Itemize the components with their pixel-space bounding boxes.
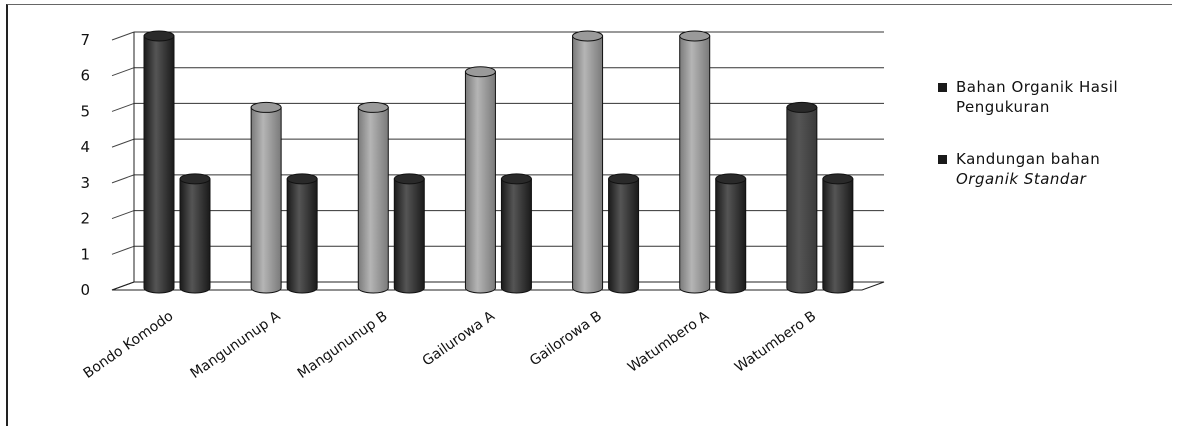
gridline-depth bbox=[111, 245, 135, 255]
gridline-depth bbox=[111, 138, 135, 148]
bar-layer bbox=[143, 30, 854, 294]
bar-measured bbox=[786, 101, 818, 294]
legend: Bahan Organik Hasil Pengukuran Kandungan b… bbox=[938, 78, 1118, 188]
bar-standard bbox=[715, 173, 747, 294]
y-tick-label: 0 bbox=[80, 281, 90, 299]
x-tick-label: Bondo Komodo bbox=[81, 308, 177, 382]
x-tick-label: Gailorowa B bbox=[527, 308, 605, 369]
bar-standard bbox=[822, 173, 854, 294]
y-tick-label: 4 bbox=[80, 138, 90, 156]
y-tick-label: 6 bbox=[80, 67, 90, 85]
bar-measured bbox=[250, 101, 282, 294]
bar-measured bbox=[572, 30, 604, 294]
y-tick-label: 2 bbox=[80, 210, 90, 228]
legend-swatch bbox=[938, 83, 947, 92]
gridline-depth bbox=[111, 31, 135, 41]
bar-measured bbox=[679, 30, 711, 294]
chart-floor bbox=[111, 281, 885, 291]
x-tick-label: Watumbero B bbox=[732, 308, 819, 376]
gridline-depth bbox=[111, 210, 135, 220]
gridline-depth bbox=[111, 102, 135, 112]
chart-frame bbox=[6, 4, 1172, 426]
bar-measured bbox=[357, 101, 389, 294]
y-tick-label: 1 bbox=[80, 245, 90, 263]
bar-standard bbox=[286, 173, 318, 294]
legend-swatch bbox=[938, 155, 947, 164]
x-tick-label: Gailurowa A bbox=[420, 308, 498, 370]
gridline-depth bbox=[111, 67, 135, 77]
x-tick-label: Mangununup A bbox=[188, 308, 284, 382]
legend-item: Kandungan bahan Organik Standar bbox=[938, 150, 1100, 188]
legend-label: Bahan Organik Hasil bbox=[956, 78, 1118, 96]
legend-label: Kandungan bahan bbox=[956, 150, 1100, 168]
bar-measured bbox=[464, 66, 496, 294]
bar-standard bbox=[500, 173, 532, 294]
x-tick-label: Mangununup B bbox=[295, 308, 391, 382]
gridline-depth bbox=[111, 174, 135, 184]
legend-label: Organik Standar bbox=[956, 170, 1087, 188]
legend-item: Bahan Organik Hasil Pengukuran bbox=[938, 78, 1118, 116]
bar-standard bbox=[393, 173, 425, 294]
y-tick-label: 7 bbox=[80, 31, 90, 49]
grid-layer bbox=[111, 31, 884, 291]
bar-measured bbox=[143, 30, 175, 294]
bar-standard bbox=[179, 173, 211, 294]
y-tick-label: 5 bbox=[80, 102, 90, 120]
x-tick-label: Watumbero A bbox=[625, 308, 712, 376]
y-tick-label: 3 bbox=[80, 174, 90, 192]
bar-standard bbox=[608, 173, 640, 294]
legend-label: Pengukuran bbox=[956, 98, 1050, 116]
